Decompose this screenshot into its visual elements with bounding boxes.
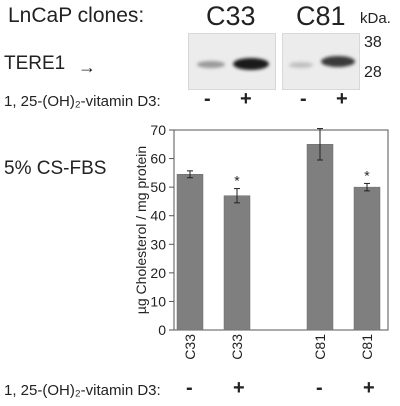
blot-sign-3: - (300, 88, 307, 110)
band-c33-untreated (197, 61, 225, 68)
clone-name-c81: C81 (296, 1, 346, 31)
blot-sign-2: + (240, 88, 252, 110)
marker-28: 28 (364, 64, 382, 81)
significance-marker-3: * (364, 167, 370, 183)
bar-2 (306, 144, 334, 331)
arrow-icon: → (78, 57, 96, 77)
bar-3 (353, 186, 381, 331)
y-tick-label-4: 40 (150, 208, 166, 224)
bar-0 (176, 174, 204, 331)
y-tick-label-7: 70 (150, 122, 166, 138)
bottom-sign-1: - (186, 377, 193, 399)
band-c33-treated (233, 58, 269, 70)
blot-panel-c81 (282, 33, 360, 90)
y-axis-label: µg Cholesterol / mg protein (133, 146, 149, 314)
y-tick-label-0: 0 (158, 322, 166, 338)
marker-38: 38 (364, 34, 382, 51)
category-label-1: C33 (229, 334, 245, 360)
plot-frame (173, 129, 389, 331)
blot-treatment-label: 1, 25-(OH)₂-vitamin D3: (4, 93, 161, 110)
band-c81-untreated (289, 62, 313, 68)
kda-label: kDa. (360, 10, 391, 27)
bottom-treatment-label: 1, 25-(OH)₂-vitamin D3: (4, 382, 161, 399)
clones-label: LnCaP clones: (8, 4, 145, 27)
bar-1 (223, 195, 251, 331)
significance-marker-1: * (234, 173, 240, 189)
category-label-2: C81 (312, 334, 328, 360)
bottom-sign-2: + (233, 377, 245, 399)
bottom-sign-3: - (316, 377, 323, 399)
blot-panel-c33 (188, 33, 276, 90)
band-c81-treated (321, 56, 355, 67)
blot-sign-4: + (336, 88, 348, 110)
category-label-0: C33 (182, 334, 198, 360)
y-tick-label-5: 50 (150, 179, 166, 195)
protein-label: TERE1 (4, 53, 66, 74)
bottom-sign-4: + (363, 377, 375, 399)
y-tick-label-2: 20 (150, 265, 166, 281)
y-tick-label-1: 10 (150, 293, 166, 309)
y-tick-label-6: 60 (150, 151, 166, 167)
condition-label: 5% CS-FBS (4, 158, 107, 179)
y-tick-label-3: 30 (150, 236, 166, 252)
clone-name-c33: C33 (206, 1, 256, 31)
category-label-3: C81 (359, 334, 375, 360)
blot-sign-1: - (204, 88, 211, 110)
